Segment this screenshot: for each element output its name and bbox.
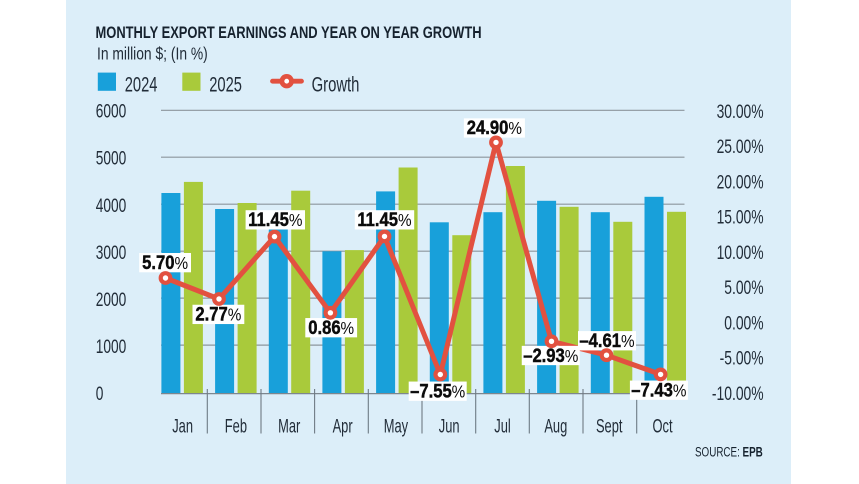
svg-text:24.90%: 24.90% bbox=[467, 117, 523, 138]
svg-text:-5.00%: -5.00% bbox=[720, 347, 764, 369]
svg-text:5000: 5000 bbox=[96, 147, 126, 169]
svg-text:MONTHLY EXPORT EARNINGS AND YE: MONTHLY EXPORT EARNINGS AND YEAR ON YEAR… bbox=[96, 24, 482, 42]
svg-text:20.00%: 20.00% bbox=[717, 171, 764, 193]
svg-text:5.00%: 5.00% bbox=[724, 277, 763, 299]
svg-text:Growth: Growth bbox=[312, 72, 360, 96]
svg-text:5.70%: 5.70% bbox=[142, 252, 188, 273]
svg-text:Mar: Mar bbox=[278, 416, 301, 437]
svg-text:Feb: Feb bbox=[225, 416, 247, 437]
svg-text:In million $; (In %): In million $; (In %) bbox=[97, 45, 208, 64]
svg-text:Sept: Sept bbox=[596, 416, 623, 437]
svg-text:0: 0 bbox=[96, 383, 104, 405]
svg-text:Jan: Jan bbox=[172, 416, 193, 437]
svg-text:2024: 2024 bbox=[125, 71, 158, 96]
svg-text:2000: 2000 bbox=[96, 288, 126, 310]
svg-text:30.00%: 30.00% bbox=[717, 101, 764, 123]
svg-text:11.45%: 11.45% bbox=[248, 209, 303, 230]
svg-text:6000: 6000 bbox=[96, 100, 126, 122]
svg-text:SOURCE: EPB: SOURCE: EPB bbox=[695, 444, 763, 460]
svg-text:–7.43%: –7.43% bbox=[631, 379, 687, 400]
svg-text:10.00%: 10.00% bbox=[717, 242, 764, 264]
svg-text:–2.93%: –2.93% bbox=[523, 345, 579, 366]
svg-text:0.00%: 0.00% bbox=[724, 312, 763, 334]
svg-text:Aug: Aug bbox=[544, 416, 567, 437]
svg-text:11.45%: 11.45% bbox=[357, 209, 412, 230]
svg-text:–4.61%: –4.61% bbox=[579, 330, 635, 351]
svg-text:Jun: Jun bbox=[439, 416, 460, 437]
svg-text:–7.55%: –7.55% bbox=[410, 380, 466, 401]
svg-text:4000: 4000 bbox=[96, 194, 126, 216]
svg-text:15.00%: 15.00% bbox=[717, 206, 764, 228]
svg-text:2.77%: 2.77% bbox=[195, 304, 241, 325]
svg-text:2025: 2025 bbox=[209, 71, 242, 96]
svg-text:1000: 1000 bbox=[96, 336, 126, 358]
svg-text:May: May bbox=[384, 416, 409, 437]
svg-text:Apr: Apr bbox=[333, 416, 354, 437]
svg-text:Oct: Oct bbox=[652, 416, 672, 437]
svg-text:25.00%: 25.00% bbox=[717, 136, 764, 158]
svg-text:-10.00%: -10.00% bbox=[712, 383, 764, 405]
svg-text:0.86%: 0.86% bbox=[308, 317, 354, 338]
svg-text:3000: 3000 bbox=[96, 241, 126, 263]
svg-text:Jul: Jul bbox=[494, 416, 510, 437]
